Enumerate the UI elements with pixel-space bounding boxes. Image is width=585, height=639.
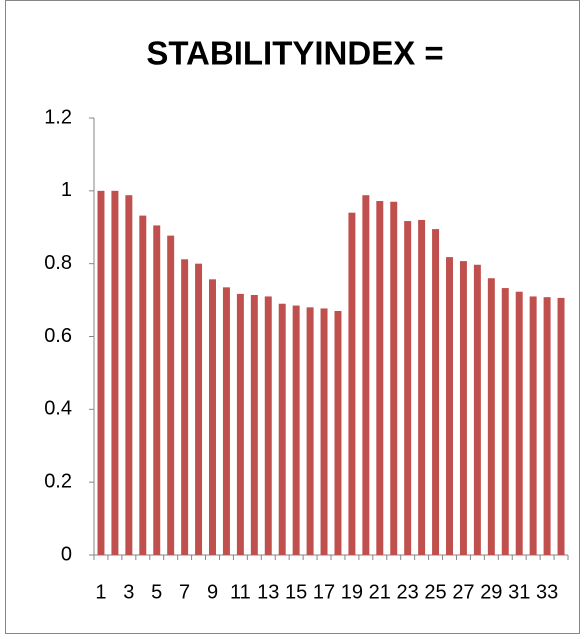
bar bbox=[376, 201, 384, 555]
x-tick-label: 5 bbox=[151, 581, 162, 603]
bar bbox=[515, 291, 523, 555]
bar bbox=[473, 264, 481, 555]
bar bbox=[306, 307, 314, 555]
bar bbox=[167, 235, 175, 555]
bar bbox=[264, 296, 272, 555]
x-tick-label: 33 bbox=[536, 581, 558, 603]
x-tick-label: 7 bbox=[179, 581, 190, 603]
y-tick-label: 0.8 bbox=[44, 252, 72, 274]
x-tick-label: 23 bbox=[397, 581, 419, 603]
bar bbox=[418, 219, 426, 555]
bar bbox=[446, 257, 453, 555]
bar bbox=[543, 297, 551, 555]
bar bbox=[529, 296, 537, 555]
y-tick-label: 0.2 bbox=[44, 470, 72, 492]
x-tick-label: 29 bbox=[480, 581, 502, 603]
x-tick-label: 13 bbox=[257, 581, 279, 603]
bar bbox=[111, 190, 119, 556]
bar bbox=[125, 195, 133, 555]
y-tick-label: 0.6 bbox=[44, 325, 72, 347]
y-tick-label: 0.4 bbox=[44, 398, 72, 420]
bar bbox=[348, 212, 356, 555]
y-tick-label: 1.2 bbox=[44, 106, 72, 128]
chart-title: STABILITYINDEX = bbox=[146, 35, 443, 72]
bar bbox=[278, 303, 286, 555]
y-tick-label: 1 bbox=[61, 179, 72, 201]
bar bbox=[139, 215, 147, 555]
x-tick-label: 17 bbox=[313, 581, 335, 603]
bar bbox=[432, 229, 440, 555]
x-tick-label: 9 bbox=[207, 581, 218, 603]
x-tick-label: 25 bbox=[424, 581, 446, 603]
bar bbox=[97, 190, 105, 556]
bar bbox=[334, 311, 342, 555]
bar bbox=[459, 261, 467, 555]
x-tick-label: 15 bbox=[285, 581, 307, 603]
bar bbox=[181, 259, 189, 555]
bar bbox=[222, 287, 230, 555]
bar bbox=[195, 263, 203, 555]
x-tick-label: 27 bbox=[452, 581, 474, 603]
bar bbox=[390, 201, 398, 555]
y-tick-label: 0 bbox=[61, 543, 72, 565]
bar bbox=[557, 297, 565, 555]
bar bbox=[487, 278, 495, 555]
x-tick-label: 11 bbox=[230, 581, 251, 603]
bar bbox=[292, 305, 300, 555]
bar bbox=[153, 225, 161, 555]
x-tick-label: 3 bbox=[123, 581, 134, 603]
bar bbox=[362, 195, 370, 555]
x-tick-label: 1 bbox=[95, 581, 106, 603]
x-tick-label: 21 bbox=[369, 581, 391, 603]
bar bbox=[209, 279, 216, 555]
x-tick-label: 31 bbox=[508, 581, 530, 603]
bar bbox=[320, 308, 328, 555]
x-tick-label: 19 bbox=[341, 581, 363, 603]
bar bbox=[250, 294, 258, 555]
bar bbox=[404, 221, 412, 555]
bar bbox=[501, 288, 509, 555]
bar bbox=[236, 293, 244, 555]
